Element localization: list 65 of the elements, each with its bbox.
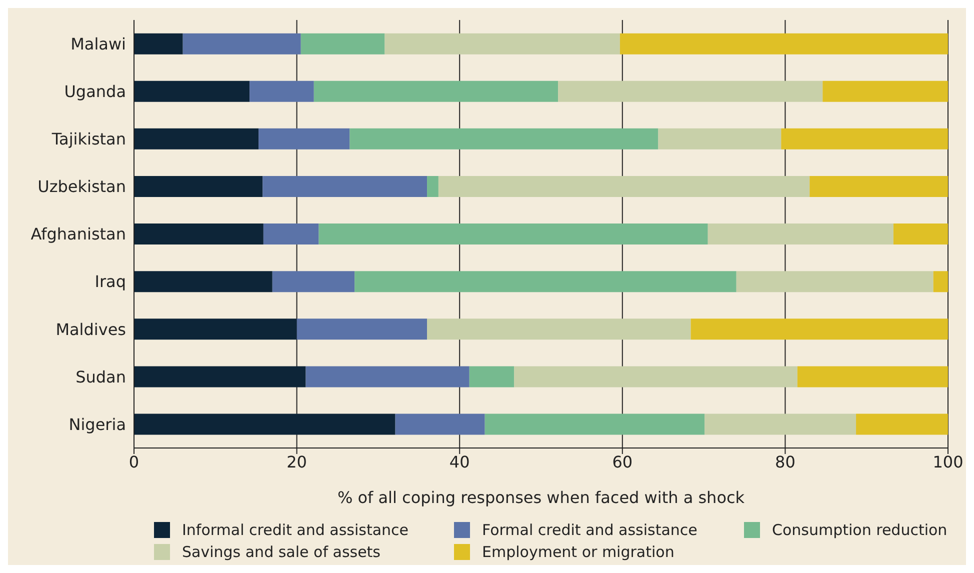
bar	[893, 224, 948, 245]
legend-label: Employment or migration	[482, 543, 674, 561]
bar	[658, 128, 782, 150]
bar	[134, 318, 297, 340]
bar	[134, 80, 250, 102]
bar	[134, 271, 272, 292]
x-tick-label: 0	[128, 452, 140, 472]
legend-label: Formal credit and assistance	[482, 521, 698, 539]
bar	[395, 414, 485, 435]
bar	[736, 271, 934, 292]
bar	[558, 80, 823, 102]
bar	[781, 128, 948, 150]
bar	[250, 80, 314, 102]
bar	[856, 414, 948, 435]
bar	[514, 366, 798, 388]
bar	[933, 271, 948, 292]
y-tick-label: Iraq	[94, 272, 126, 292]
bar	[354, 271, 736, 292]
x-tick-label: 20	[286, 452, 307, 472]
bar	[134, 128, 259, 150]
x-tick-label: 40	[449, 452, 470, 472]
bar	[318, 224, 708, 245]
bar	[810, 176, 948, 197]
bar	[296, 318, 428, 340]
y-tick-label: Sudan	[76, 367, 126, 386]
x-tick-label: 100	[932, 452, 964, 472]
bar	[272, 271, 355, 292]
legend-label: Consumption reduction	[772, 521, 948, 539]
y-tick-label: Uganda	[64, 82, 126, 102]
bar	[306, 366, 470, 388]
bar	[620, 33, 948, 54]
bar	[384, 33, 620, 54]
y-tick-label: Tajikistan	[50, 130, 126, 149]
bar	[427, 318, 691, 340]
bar	[708, 224, 894, 245]
bar	[182, 33, 301, 54]
y-tick-label: Maldives	[56, 320, 126, 339]
bar	[134, 414, 396, 435]
y-tick-label: Nigeria	[68, 414, 126, 434]
bar	[704, 414, 856, 435]
bar	[797, 366, 948, 388]
legend-label: Savings and sale of assets	[182, 543, 381, 561]
bar	[262, 176, 428, 197]
bar	[134, 33, 183, 54]
bar	[134, 366, 306, 388]
bar	[690, 318, 948, 340]
bar	[484, 414, 705, 435]
y-tick-label: Afghanistan	[30, 224, 126, 244]
x-tick-label: 60	[612, 452, 633, 472]
x-tick-label: 80	[775, 452, 796, 472]
y-tick-label: Malawi	[70, 34, 126, 54]
bar	[438, 176, 810, 197]
legend-label: Informal credit and assistance	[182, 521, 409, 539]
bar	[134, 224, 264, 245]
x-axis-title: % of all coping responses when faced with a shock	[337, 488, 746, 507]
bar	[350, 128, 658, 150]
bar	[263, 224, 319, 245]
y-tick-label: Uzbekistan	[38, 177, 126, 196]
bar	[134, 176, 263, 197]
bar	[314, 80, 558, 102]
bar	[427, 176, 438, 197]
bar	[822, 80, 948, 102]
bar	[258, 128, 350, 150]
bar	[300, 33, 385, 54]
bar	[469, 366, 514, 388]
